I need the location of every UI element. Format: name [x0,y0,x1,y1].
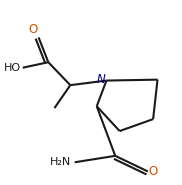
Text: HO: HO [4,63,21,73]
Text: N: N [96,73,105,86]
Text: O: O [28,23,38,36]
Text: H₂N: H₂N [50,157,71,167]
Text: O: O [149,165,158,178]
